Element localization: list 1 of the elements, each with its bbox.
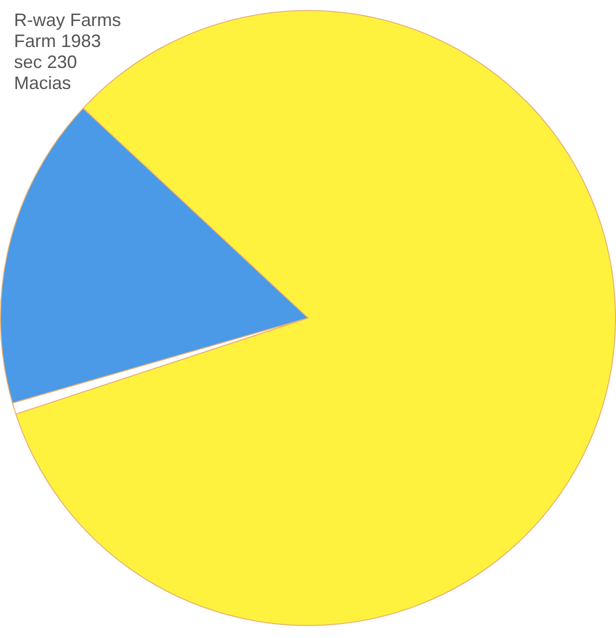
- text: R-way Farms Farm 1983 sec 230 Macias: [14, 10, 121, 94]
